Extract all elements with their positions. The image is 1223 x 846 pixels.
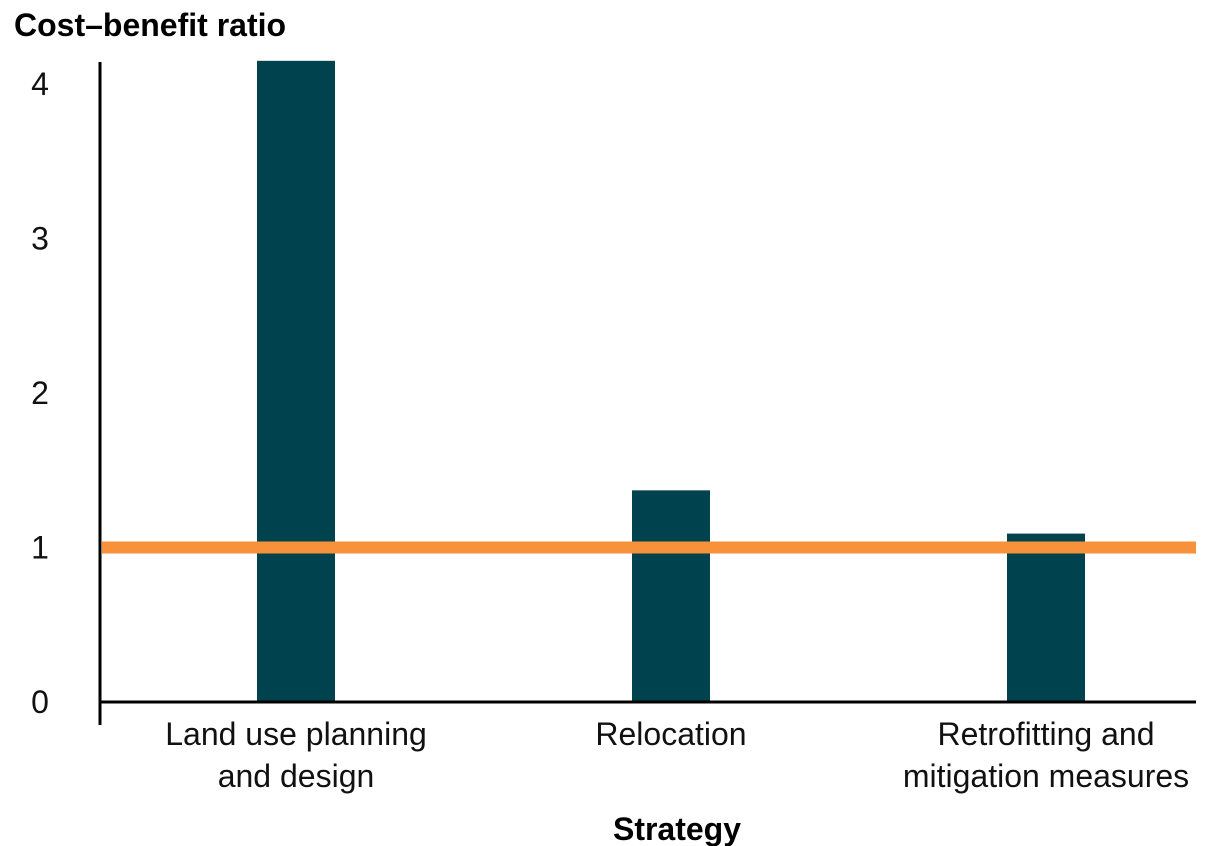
- x-tick-label: Land use planning: [165, 716, 427, 752]
- y-tick-label: 3: [31, 221, 49, 257]
- y-tick-label: 0: [31, 684, 49, 720]
- x-tick-label: Retrofitting and: [937, 716, 1154, 752]
- bar: [632, 490, 710, 702]
- y-axis-label: Cost–benefit ratio: [14, 7, 286, 43]
- bar: [257, 60, 335, 702]
- x-tick-label: mitigation measures: [903, 758, 1189, 794]
- bars: [257, 60, 1085, 702]
- y-tick-label: 4: [31, 66, 49, 102]
- bar: [1007, 533, 1085, 702]
- x-tick-label: Relocation: [595, 716, 746, 752]
- y-tick-label: 1: [31, 530, 49, 566]
- y-tick-label: 2: [31, 375, 49, 411]
- x-axis-label: Strategy: [613, 811, 741, 846]
- x-tick-label: and design: [218, 758, 375, 794]
- category-labels: Land use planning and design Relocation Ret…: [165, 716, 1189, 794]
- y-ticks: 0 1 2 3 4: [31, 66, 49, 720]
